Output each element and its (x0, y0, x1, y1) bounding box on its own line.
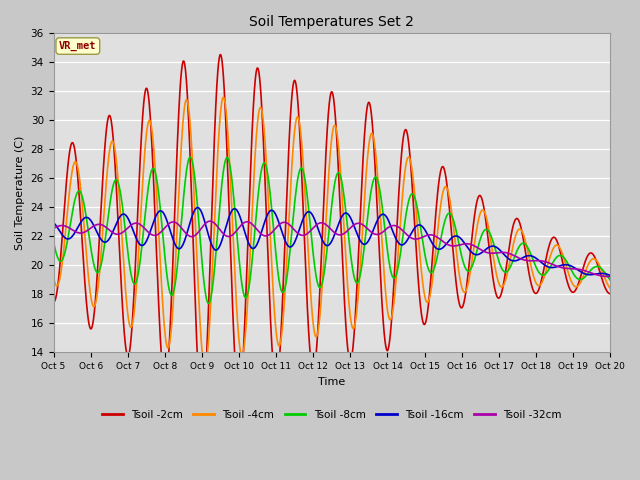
Tsoil -2cm (264, 238, 271, 244)
Text: VR_met: VR_met (59, 41, 97, 51)
Tsoil -2cm (198, 408, 206, 413)
Tsoil -2cm (146, 110, 154, 116)
Tsoil -2cm (596, 268, 604, 274)
Y-axis label: Soil Temperature (C): Soil Temperature (C) (15, 135, 25, 250)
Tsoil -32cm (287, 224, 295, 229)
Tsoil -2cm (216, 52, 224, 58)
Tsoil -32cm (606, 274, 614, 280)
Tsoil -16cm (263, 213, 271, 218)
Tsoil -32cm (595, 273, 603, 278)
Tsoil -8cm (264, 169, 271, 175)
Tsoil -16cm (606, 273, 614, 278)
Tsoil -4cm (220, 95, 227, 100)
Tsoil -4cm (536, 283, 543, 288)
Tsoil -32cm (263, 233, 271, 239)
Tsoil -16cm (287, 244, 295, 250)
Tsoil -8cm (596, 264, 604, 270)
Tsoil -32cm (206, 218, 214, 224)
Tsoil -4cm (264, 177, 271, 182)
Tsoil -32cm (146, 231, 154, 237)
Tsoil -8cm (113, 178, 121, 183)
Tsoil -8cm (146, 174, 154, 180)
Tsoil -4cm (596, 263, 604, 268)
Line: Tsoil -8cm: Tsoil -8cm (54, 157, 610, 303)
Tsoil -8cm (205, 300, 212, 306)
X-axis label: Time: Time (318, 377, 346, 387)
Tsoil -16cm (194, 204, 202, 210)
Tsoil -16cm (146, 229, 154, 235)
Tsoil -8cm (287, 233, 295, 239)
Tsoil -2cm (113, 197, 121, 203)
Legend: Tsoil -2cm, Tsoil -4cm, Tsoil -8cm, Tsoil -16cm, Tsoil -32cm: Tsoil -2cm, Tsoil -4cm, Tsoil -8cm, Tsoi… (97, 406, 566, 424)
Line: Tsoil -4cm: Tsoil -4cm (54, 97, 610, 366)
Tsoil -16cm (595, 271, 603, 276)
Tsoil -8cm (50, 239, 58, 245)
Tsoil -4cm (606, 285, 614, 291)
Tsoil -4cm (113, 164, 121, 170)
Tsoil -8cm (186, 154, 194, 160)
Title: Soil Temperatures Set 2: Soil Temperatures Set 2 (250, 15, 414, 29)
Tsoil -2cm (606, 291, 614, 297)
Tsoil -16cm (536, 258, 543, 264)
Tsoil -16cm (113, 219, 121, 225)
Tsoil -8cm (536, 270, 543, 276)
Tsoil -2cm (50, 299, 58, 304)
Tsoil -16cm (50, 220, 58, 226)
Tsoil -32cm (50, 226, 58, 231)
Tsoil -4cm (287, 170, 295, 176)
Tsoil -4cm (50, 275, 58, 280)
Tsoil -32cm (536, 258, 543, 264)
Tsoil -32cm (113, 231, 121, 237)
Tsoil -4cm (201, 363, 209, 369)
Line: Tsoil -32cm: Tsoil -32cm (54, 221, 610, 277)
Tsoil -2cm (287, 99, 295, 105)
Tsoil -4cm (146, 118, 154, 124)
Line: Tsoil -2cm: Tsoil -2cm (54, 55, 610, 410)
Tsoil -2cm (536, 284, 543, 290)
Tsoil -8cm (606, 277, 614, 283)
Line: Tsoil -16cm: Tsoil -16cm (54, 207, 610, 276)
